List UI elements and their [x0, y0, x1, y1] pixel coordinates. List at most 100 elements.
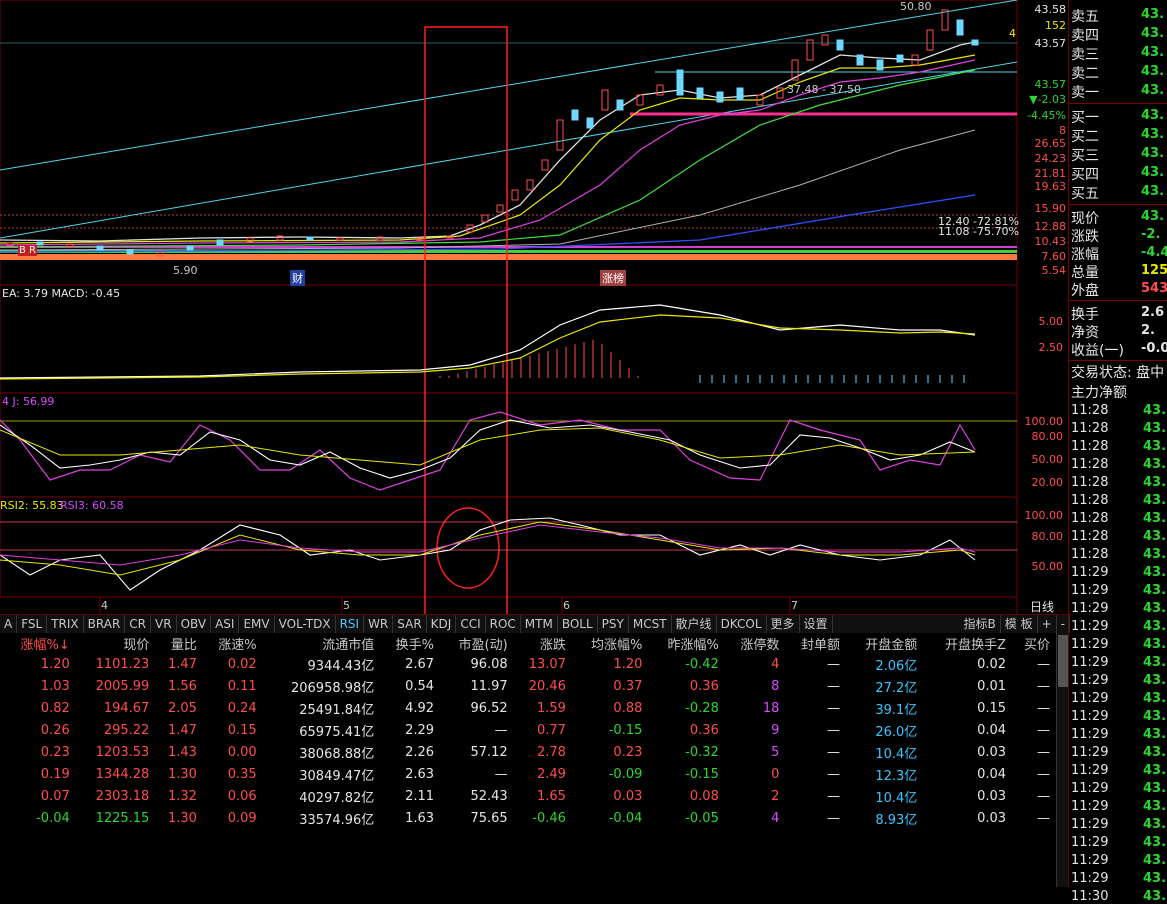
table-cell: —	[826, 744, 840, 760]
tick-price: 43.	[1143, 763, 1167, 778]
table-row[interactable]: 1.03 2005.99 1.56 0.11 206958.98亿 0.54 11.97 20…	[0, 675, 1054, 697]
quote-value: -0.0	[1141, 341, 1167, 356]
tab-23[interactable]: 设置	[800, 615, 833, 633]
tab-right-1[interactable]: 模 板	[1001, 615, 1038, 633]
tab-8[interactable]: EMV	[239, 615, 275, 633]
table-row[interactable]: 0.07 2303.18 1.32 0.06 40297.82亿 2.11 52.43 1.6…	[0, 785, 1054, 807]
tab-10[interactable]: RSI	[336, 615, 365, 633]
column-header[interactable]: 涨停数	[740, 637, 780, 653]
candle	[511, 189, 519, 201]
quote-value: 43.	[1141, 165, 1165, 180]
table-cell: 1.30	[167, 766, 197, 782]
quote-label: 卖四	[1071, 28, 1099, 44]
table-cell: -0.15	[685, 766, 719, 782]
column-header[interactable]: 开盘换手Z	[945, 637, 1007, 653]
tab-9[interactable]: VOL-TDX	[275, 615, 336, 633]
quote-value: 543	[1141, 281, 1167, 296]
tab-right-3[interactable]: -	[1057, 615, 1070, 633]
table-row[interactable]: 0.19 1344.28 1.30 0.35 30849.47亿 2.63 — 2.49 -0.…	[0, 763, 1054, 785]
period-button[interactable]: 日线	[1030, 600, 1055, 614]
table-cell: —	[1037, 788, 1050, 804]
tab-3[interactable]: BRAR	[84, 615, 126, 633]
column-header[interactable]: 换手%	[395, 637, 435, 653]
tab-6[interactable]: OBV	[177, 615, 212, 633]
table-cell: 2.29	[405, 722, 435, 738]
table-row[interactable]: 0.82 194.67 2.05 0.24 25491.84亿 4.92 96.52 1.59…	[0, 697, 1054, 719]
tab-2[interactable]: TRIX	[47, 615, 84, 633]
tab-right-2[interactable]: +	[1038, 615, 1057, 633]
kline-chart-area[interactable]	[0, 0, 1068, 614]
tab-4[interactable]: CR	[125, 615, 152, 633]
quote-panel: 卖五 43. 卖四 43. 卖三 43. 卖二 43. 卖一 43. 买一 43. 买二 43. 买三 43.…	[1068, 0, 1167, 904]
table-cell: 0	[771, 766, 780, 782]
tab-1[interactable]: FSL	[17, 615, 48, 633]
table-cell: -0.32	[685, 744, 719, 760]
tick-price: 43.	[1143, 583, 1167, 598]
table-row[interactable]: 1.20 1101.23 1.47 0.02 9344.43亿 2.67 96.08 13.0…	[0, 653, 1054, 675]
tab-11[interactable]: WR	[364, 615, 394, 633]
table-cell: 0.03	[977, 810, 1007, 826]
table-cell: 2005.99	[95, 678, 150, 694]
table-cell: 2.06亿	[875, 658, 918, 674]
table-cell: —	[1037, 656, 1050, 672]
tab-17[interactable]: BOLL	[558, 615, 598, 633]
tab-14[interactable]: CCI	[456, 615, 486, 633]
tab-7[interactable]: ASI	[211, 615, 240, 633]
column-header[interactable]: 涨跌	[539, 637, 566, 653]
price-axis: 43.58 152 43.57 4 43.57 ▼-2.03 -4.45% 8 …	[1009, 0, 1068, 285]
column-header[interactable]: 市盈(动)	[458, 637, 508, 653]
candle	[876, 59, 884, 71]
tab-12[interactable]: SAR	[393, 615, 427, 633]
table-cell: 2.63	[405, 766, 435, 782]
axis-label: 5.54	[1041, 264, 1067, 277]
tab-21[interactable]: DKCOL	[717, 615, 767, 633]
table-cell: 57.12	[470, 744, 508, 760]
column-header[interactable]: 昨涨幅%	[667, 637, 719, 653]
table-cell: -0.28	[685, 700, 719, 716]
tab-15[interactable]: ROC	[486, 615, 521, 633]
axis-label: 100.00	[1024, 415, 1064, 428]
column-header[interactable]: 流通市值	[322, 637, 375, 653]
table-cell: 9	[771, 722, 780, 738]
main-net-button[interactable]: 主力净额	[1071, 385, 1127, 401]
tab-13[interactable]: KDJ	[427, 615, 457, 633]
tab-0[interactable]: A	[0, 615, 18, 633]
column-header[interactable]: 买价	[1023, 637, 1050, 653]
table-cell: 2.11	[405, 788, 435, 804]
tab-right-0[interactable]: 指标B	[960, 615, 1001, 633]
column-header[interactable]: 开盘金额	[865, 637, 918, 653]
tick-time: 11:28	[1071, 421, 1109, 436]
tab-5[interactable]: VR	[151, 615, 177, 633]
table-cell: 38068.88亿	[299, 746, 375, 762]
column-header[interactable]: 量比	[170, 637, 197, 653]
column-header[interactable]: 现价	[123, 637, 150, 653]
table-cell: -0.04	[36, 810, 70, 826]
tick-price: 43.	[1143, 727, 1167, 742]
tick-time: 11:28	[1071, 547, 1109, 562]
table-cell: 0.77	[536, 722, 566, 738]
axis-label: -4.45%	[1027, 109, 1066, 122]
column-header[interactable]: 均涨幅%	[591, 637, 643, 653]
tab-16[interactable]: MTM	[521, 615, 558, 633]
zhangbang-badge[interactable]: 涨榜	[600, 270, 626, 286]
column-header[interactable]: 涨速%	[218, 637, 257, 653]
cai-badge[interactable]: 财	[290, 270, 305, 286]
candle	[926, 29, 934, 51]
table-row[interactable]: 0.26 295.22 1.47 0.15 65975.41亿 2.29 — 0.77 -0.1…	[0, 719, 1054, 741]
scrollbar-thumb[interactable]	[1058, 635, 1068, 687]
tab-18[interactable]: PSY	[598, 615, 629, 633]
column-header[interactable]: 涨幅%↓	[20, 637, 70, 653]
table-cell: 0.26	[40, 722, 70, 738]
tab-22[interactable]: 更多	[767, 615, 800, 633]
high-mark: 50.80	[900, 0, 932, 13]
tab-19[interactable]: MCST	[629, 615, 672, 633]
candle	[571, 109, 579, 121]
table-row[interactable]: 0.23 1203.53 1.43 0.00 38068.88亿 2.26 57.12 2.7…	[0, 741, 1054, 763]
table-scrollbar[interactable]	[1056, 633, 1069, 887]
table-row[interactable]: -0.04 1225.15 1.30 0.09 33574.96亿 1.63 75.65 -0…	[0, 807, 1054, 829]
column-header[interactable]: 封单额	[800, 637, 840, 653]
table-cell: 2.05	[167, 700, 197, 716]
tab-20[interactable]: 散户线	[672, 615, 717, 633]
table-cell: 0.19	[40, 766, 70, 782]
table-cell: 8	[771, 678, 780, 694]
